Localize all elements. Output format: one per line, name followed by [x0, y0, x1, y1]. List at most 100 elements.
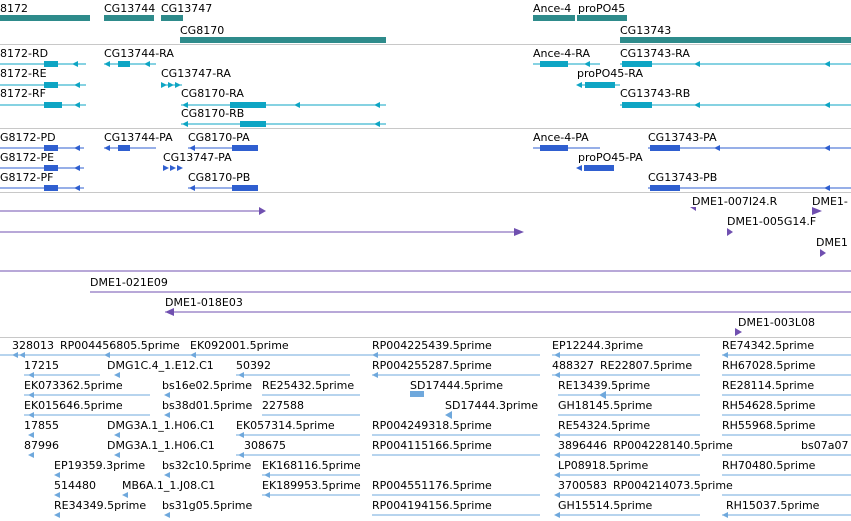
- transcript-label[interactable]: Ance-4-RA: [533, 47, 590, 60]
- est-label[interactable]: RP004115166.5prime: [372, 439, 492, 452]
- est-label[interactable]: RH55968.5prime: [722, 419, 816, 432]
- est-label[interactable]: RE34349.5prime: [54, 499, 147, 512]
- est-label[interactable]: RH67028.5prime: [722, 359, 816, 372]
- protein-label[interactable]: G8172-PF: [0, 171, 54, 184]
- est-label[interactable]: 17215: [24, 359, 59, 372]
- est-label[interactable]: bs31g05.5prime: [162, 499, 253, 512]
- transcript-label[interactable]: CG13743-RA: [620, 47, 690, 60]
- est-label[interactable]: 3700583: [558, 479, 607, 492]
- est-label[interactable]: EP12244.3prime: [552, 339, 644, 352]
- est-label[interactable]: EK189953.5prime: [262, 479, 361, 492]
- est-label[interactable]: 227588: [262, 399, 304, 412]
- protein-label[interactable]: CG13743-PA: [648, 131, 717, 144]
- protein-label[interactable]: G8172-PD: [0, 131, 56, 144]
- est-label[interactable]: EP19359.3prime: [54, 459, 146, 472]
- est-track: 328013 RP004456805.5prime EK092001.5prim…: [0, 337, 851, 521]
- est-label[interactable]: EK057314.5prime: [236, 419, 335, 432]
- est-label[interactable]: 328013: [12, 339, 54, 352]
- protein-label[interactable]: CG13744-PA: [104, 131, 173, 144]
- est-label[interactable]: RP004551176.5prime: [372, 479, 492, 492]
- gene-label[interactable]: CG13747: [161, 2, 213, 15]
- transcript-label[interactable]: CG13747-RA: [161, 67, 231, 80]
- gene-label[interactable]: CG13743: [620, 24, 672, 37]
- gene-label[interactable]: CG13744: [104, 2, 156, 15]
- transcript-glyphs: [0, 61, 851, 127]
- est-label[interactable]: bs07a07: [801, 439, 849, 452]
- est-label[interactable]: 514480: [54, 479, 96, 492]
- est-label[interactable]: RE22807.5prime: [600, 359, 693, 372]
- gene-label[interactable]: Ance-4: [533, 2, 572, 15]
- protein-label[interactable]: CG13743-PB: [648, 171, 718, 184]
- est-label[interactable]: RE13439.5prime: [558, 379, 651, 392]
- est-label[interactable]: RH54628.5prime: [722, 399, 816, 412]
- est-label[interactable]: 488327: [552, 359, 594, 372]
- clone-label[interactable]: DME1-007I24.R: [692, 195, 778, 208]
- protein-label[interactable]: CG8170-PB: [188, 171, 251, 184]
- est-label[interactable]: DMG1C.4_1.E12.C1: [107, 359, 214, 372]
- est-label[interactable]: bs38d01.5prime: [162, 399, 253, 412]
- est-label[interactable]: RE74342.5prime: [722, 339, 815, 352]
- gene-label[interactable]: proPO45: [578, 2, 626, 15]
- est-label[interactable]: RP004255287.5prime: [372, 359, 492, 372]
- est-label[interactable]: 87996: [24, 439, 59, 452]
- gene-glyphs: [0, 15, 851, 43]
- transcript-label[interactable]: 8172-RD: [0, 47, 49, 60]
- est-label[interactable]: DMG3A.1_1.H06.C1: [107, 419, 215, 432]
- clone-glyphs: [0, 207, 851, 336]
- est-label[interactable]: 17855: [24, 419, 59, 432]
- protein-label[interactable]: G8172-PE: [0, 151, 55, 164]
- clone-label[interactable]: DME1-: [812, 195, 848, 208]
- est-label[interactable]: EK168116.5prime: [262, 459, 361, 472]
- est-label[interactable]: 50392: [236, 359, 271, 372]
- protein-label[interactable]: proPO45-PA: [578, 151, 643, 164]
- gene-label[interactable]: 8172: [0, 2, 28, 15]
- transcript-label[interactable]: 8172-RE: [0, 67, 47, 80]
- est-label[interactable]: EK015646.5prime: [24, 399, 123, 412]
- protein-label[interactable]: CG13747-PA: [163, 151, 232, 164]
- est-label[interactable]: RP004249318.5prime: [372, 419, 492, 432]
- est-label[interactable]: RE25432.5prime: [262, 379, 355, 392]
- est-label[interactable]: RP004456805.5prime: [60, 339, 180, 352]
- transcript-label[interactable]: CG13744-RA: [104, 47, 174, 60]
- est-label[interactable]: bs32c10.5prime: [162, 459, 252, 472]
- est-label[interactable]: RH15037.5prime: [726, 499, 820, 512]
- est-label[interactable]: GH15514.5prime: [558, 499, 653, 512]
- est-label[interactable]: RP004228140.5prime: [613, 439, 733, 452]
- transcript-label[interactable]: 8172-RF: [0, 87, 46, 100]
- est-label[interactable]: EK073362.5prime: [24, 379, 123, 392]
- est-label[interactable]: RP004225439.5prime: [372, 339, 492, 352]
- est-label[interactable]: MB6A.1_1.J08.C1: [122, 479, 216, 492]
- est-label[interactable]: RP004194156.5prime: [372, 499, 492, 512]
- clone-label[interactable]: DME1-018E03: [165, 296, 243, 309]
- clone-label[interactable]: DME1-005G14.F: [727, 215, 817, 228]
- transcript-label[interactable]: CG8170-RB: [181, 107, 245, 120]
- transcript-label[interactable]: CG8170-RA: [181, 87, 244, 100]
- est-label[interactable]: SD17444.3prime: [445, 399, 538, 412]
- track-separator: [0, 128, 851, 129]
- transcript-label[interactable]: proPO45-RA: [577, 67, 643, 80]
- est-label[interactable]: RH70480.5prime: [722, 459, 816, 472]
- transcript-label[interactable]: CG13743-RB: [620, 87, 691, 100]
- gene-label[interactable]: CG8170: [180, 24, 225, 37]
- est-label[interactable]: GH18145.5prime: [558, 399, 653, 412]
- clone-track: DME1-007I24.R DME1- DME1-005G14.F DME1 D…: [0, 192, 851, 337]
- clone-label[interactable]: DME1-003L08: [738, 316, 815, 329]
- clone-label[interactable]: DME1-021E09: [90, 276, 168, 289]
- protein-glyphs: [0, 145, 851, 191]
- protein-label[interactable]: CG8170-PA: [188, 131, 250, 144]
- est-label[interactable]: RE28114.5prime: [722, 379, 815, 392]
- gene-track: 8172 CG13744 CG13747 CG8170 Ance-4 proPO…: [0, 0, 851, 44]
- est-label[interactable]: RP004214073.5prime: [613, 479, 733, 492]
- track-separator: [0, 192, 851, 193]
- est-label[interactable]: SD17444.5prime: [410, 379, 503, 392]
- est-label[interactable]: EK092001.5prime: [190, 339, 289, 352]
- track-separator: [0, 44, 851, 45]
- clone-label[interactable]: DME1: [816, 236, 848, 249]
- est-label[interactable]: 3896446: [558, 439, 607, 452]
- protein-label[interactable]: Ance-4-PA: [533, 131, 589, 144]
- est-label[interactable]: bs16e02.5prime: [162, 379, 253, 392]
- est-label[interactable]: LP08918.5prime: [558, 459, 649, 472]
- est-label[interactable]: 308675: [244, 439, 286, 452]
- est-label[interactable]: DMG3A.1_1.H06.C1: [107, 439, 215, 452]
- est-label[interactable]: RE54324.5prime: [558, 419, 651, 432]
